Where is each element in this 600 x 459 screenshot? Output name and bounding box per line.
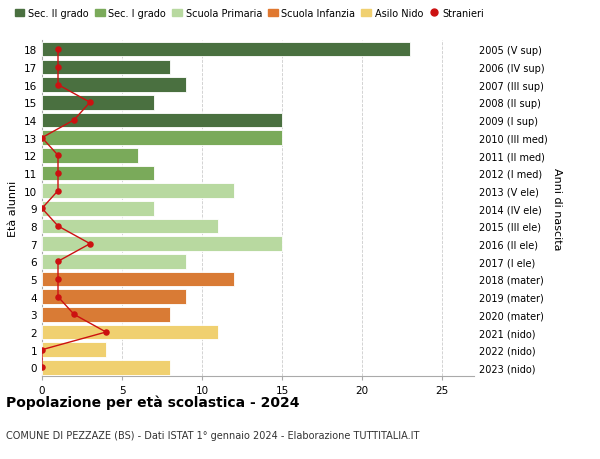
Y-axis label: Anni di nascita: Anni di nascita	[551, 168, 562, 250]
Point	[69, 311, 79, 319]
Bar	[42, 343, 106, 357]
Point	[69, 117, 79, 124]
Point	[37, 134, 47, 142]
Point	[53, 170, 63, 177]
Bar	[42, 96, 154, 110]
Point	[53, 276, 63, 283]
Point	[85, 99, 95, 106]
Bar	[42, 360, 170, 375]
Bar	[42, 113, 282, 128]
Point	[53, 293, 63, 301]
Bar	[42, 202, 154, 216]
Bar	[42, 255, 186, 269]
Bar	[42, 131, 282, 146]
Y-axis label: Età alunni: Età alunni	[8, 181, 19, 237]
Bar	[42, 78, 186, 93]
Point	[53, 64, 63, 72]
Bar	[42, 149, 138, 163]
Point	[53, 223, 63, 230]
Text: Popolazione per età scolastica - 2024: Popolazione per età scolastica - 2024	[6, 395, 299, 409]
Point	[53, 82, 63, 89]
Point	[53, 188, 63, 195]
Legend: Sec. II grado, Sec. I grado, Scuola Primaria, Scuola Infanzia, Asilo Nido, Stran: Sec. II grado, Sec. I grado, Scuola Prim…	[11, 5, 488, 22]
Point	[37, 346, 47, 353]
Bar	[42, 272, 234, 286]
Bar	[42, 237, 282, 252]
Point	[101, 329, 111, 336]
Bar	[42, 61, 170, 75]
Bar	[42, 43, 410, 57]
Bar	[42, 325, 218, 340]
Point	[53, 46, 63, 54]
Point	[53, 258, 63, 265]
Point	[37, 205, 47, 213]
Bar	[42, 308, 170, 322]
Point	[53, 152, 63, 160]
Point	[85, 241, 95, 248]
Text: COMUNE DI PEZZAZE (BS) - Dati ISTAT 1° gennaio 2024 - Elaborazione TUTTITALIA.IT: COMUNE DI PEZZAZE (BS) - Dati ISTAT 1° g…	[6, 431, 419, 440]
Bar	[42, 219, 218, 234]
Bar	[42, 290, 186, 304]
Bar	[42, 166, 154, 181]
Point	[37, 364, 47, 371]
Bar	[42, 184, 234, 198]
